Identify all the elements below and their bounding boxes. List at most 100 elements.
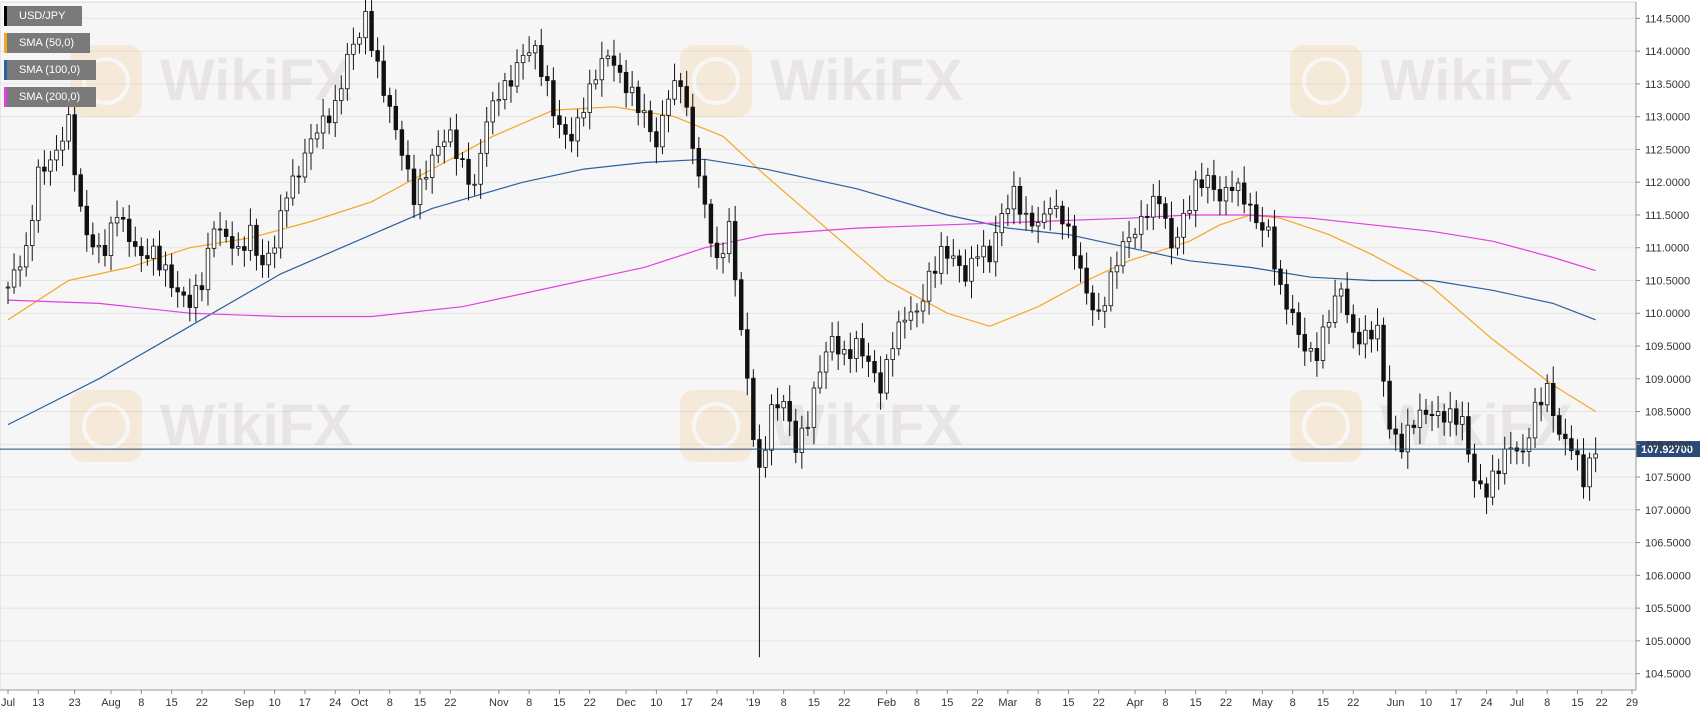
candle [1441, 403, 1447, 436]
candle [1084, 252, 1089, 305]
candle-body-down [932, 270, 938, 274]
x-tick-label: 22 [584, 697, 596, 709]
candle-body-down [793, 420, 798, 453]
candle [514, 49, 520, 94]
candle [1538, 387, 1544, 422]
candle-body-up [1114, 265, 1120, 273]
candle [1078, 242, 1083, 283]
candle-body-down [1393, 428, 1398, 435]
candle-body-up [587, 83, 592, 113]
legend-sma50[interactable]: SMA (50,0) [4, 33, 90, 53]
candle-body-up [1151, 195, 1156, 218]
candle-body-up [605, 55, 611, 60]
candle [751, 369, 756, 447]
legend-sma100[interactable]: SMA (100,0) [4, 60, 96, 80]
candle-body-up [599, 58, 605, 81]
candle [702, 159, 708, 219]
x-tick-label: Jul [1510, 697, 1524, 709]
candle-body-down [1066, 223, 1071, 227]
watermark-badge [680, 45, 752, 117]
candle-body-up [763, 449, 768, 468]
x-tick-label: 15 [553, 697, 565, 709]
candle [1235, 177, 1241, 207]
candle [1023, 196, 1029, 231]
candle-body-up [302, 152, 308, 178]
candle-body-up [1120, 241, 1126, 267]
x-axis: Jul 13 23 Aug 8 15 22 Sep 10 17 24 Oct 8 15 22 Nov 8 15 22… [0, 689, 1638, 709]
candle [375, 37, 380, 79]
candle [599, 41, 605, 97]
x-tick-label: 15 [165, 697, 177, 709]
candle [1435, 395, 1441, 428]
candle [660, 100, 665, 155]
candle [1381, 317, 1386, 397]
candle-body-down [1381, 324, 1386, 382]
candle [1326, 309, 1332, 344]
watermark-logo: WikiFX [1290, 45, 1573, 117]
candle [1017, 177, 1023, 225]
candle-body-up [30, 220, 35, 246]
candle [793, 408, 798, 464]
candle-body-up [314, 132, 320, 140]
x-tick-label: 23 [69, 697, 81, 709]
candle-body-up [436, 146, 441, 156]
candle-body-down [866, 355, 871, 362]
candle-body-up [151, 245, 156, 259]
candle [320, 98, 326, 149]
candle-body-down [696, 147, 702, 177]
x-tick-label: Mar [998, 697, 1017, 709]
candle [254, 218, 259, 271]
candle-body-up [1005, 208, 1011, 214]
candle-body-down [708, 203, 714, 244]
candle-body-down [1387, 380, 1392, 430]
legend-sma200[interactable]: SMA (200,0) [4, 87, 96, 107]
candle-body-up [890, 348, 895, 360]
candle-body-up [842, 349, 847, 355]
candle-body-up [96, 245, 102, 248]
candle-body-up [1593, 453, 1598, 459]
candle-body-down [1248, 203, 1253, 206]
candle [848, 332, 853, 373]
candle-body-down [835, 335, 841, 355]
x-tick-label: '19 [746, 697, 760, 709]
legend-label: SMA (50,0) [19, 37, 75, 49]
legend-label: SMA (100,0) [19, 64, 81, 76]
y-tick-label: 109.0000 [1645, 374, 1691, 386]
x-tick-label: 22 [1596, 697, 1608, 709]
candle [1460, 401, 1465, 441]
watermark-eagle-icon [82, 57, 130, 105]
candle-body-down [563, 124, 568, 135]
candle-body-down [454, 129, 459, 160]
candle-body-down [120, 217, 126, 220]
candle [1399, 422, 1404, 459]
candle [842, 340, 847, 366]
candle [829, 322, 835, 361]
x-tick-label: 13 [32, 697, 44, 709]
candle-body-up [1460, 416, 1465, 425]
candle [575, 108, 580, 157]
candle-body-down [1084, 267, 1089, 294]
candle-body-down [739, 279, 744, 331]
candle [1217, 176, 1223, 216]
candle [1557, 407, 1562, 441]
candle [1096, 292, 1101, 321]
candle-body-up [1532, 401, 1538, 439]
candle [217, 211, 223, 247]
candle [1302, 317, 1307, 366]
candle-body-up [23, 245, 29, 268]
legend-usdjpy[interactable]: USD/JPY [4, 6, 82, 26]
candle [1041, 200, 1047, 230]
candle [1272, 209, 1277, 286]
candle [690, 93, 695, 165]
candle [1387, 365, 1392, 439]
candle-body-down [1199, 179, 1204, 188]
candle-body-up [1102, 305, 1108, 312]
candle [1126, 220, 1132, 258]
candle [290, 159, 296, 206]
candle [278, 194, 283, 259]
watermark-eagle-icon [692, 402, 740, 450]
candle-body-up [417, 178, 423, 205]
candle-body-down [1472, 453, 1477, 482]
watermark-logo: WikiFX [680, 45, 963, 117]
